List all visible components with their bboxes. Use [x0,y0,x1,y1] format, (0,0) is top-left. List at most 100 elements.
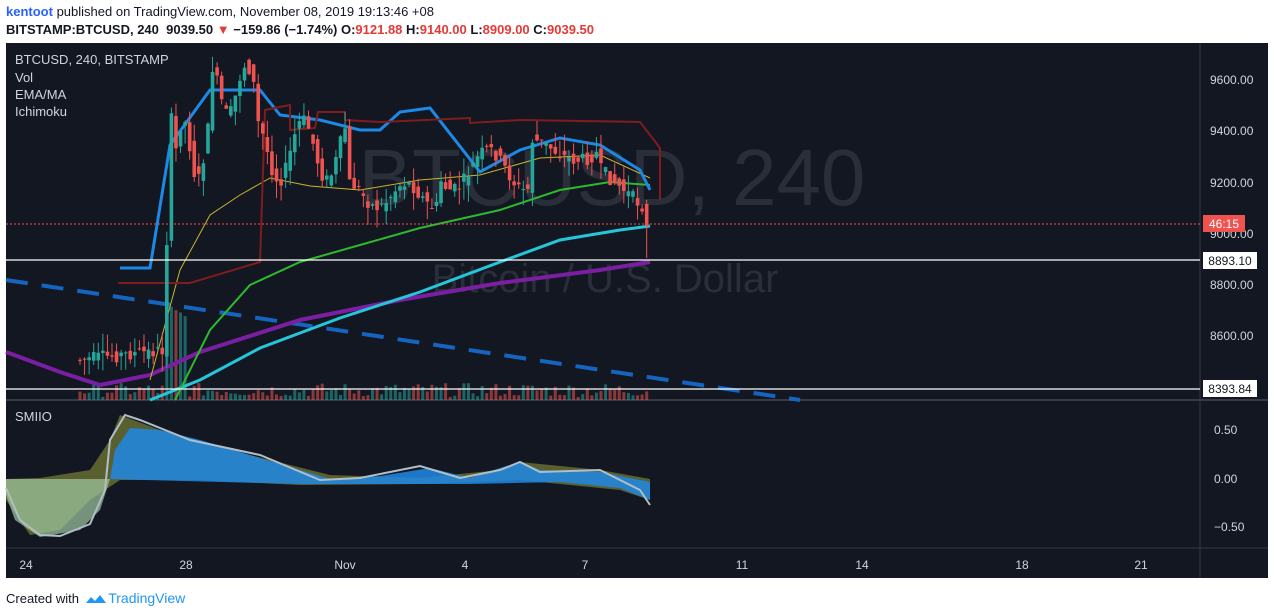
candle-body [356,185,361,188]
open-value: 9121.88 [355,22,403,37]
volume-bar [585,388,589,400]
volume-bar [599,390,603,400]
oscillator-legend[interactable]: SMIIO [15,409,52,424]
volume-bar [462,383,466,400]
candle-body [366,201,370,208]
candle-body [283,162,288,178]
candle-body [622,179,626,191]
candle-body [393,191,398,203]
volume-bar [105,392,109,400]
candle-body [137,348,142,350]
chart-symbol-legend[interactable]: BTCUSD, 240, BITSTAMP [15,52,169,67]
volume-bar [617,386,621,400]
volume-bar [562,395,566,400]
ma-long-line [5,260,651,388]
volume-bar [238,394,242,400]
volume-bar [384,385,388,400]
candle-body [462,173,466,182]
candle-body [329,175,334,186]
osc-tick-label: −0.50 [1214,520,1245,534]
candle-body [247,59,251,75]
volume-bar [471,393,475,400]
candle-body [539,139,544,141]
volume-bar [188,396,192,400]
volume-bar [521,385,525,400]
high-value: 9140.00 [419,22,467,37]
candle-body [110,355,114,357]
candle-body [631,191,635,197]
volume-bar [608,389,612,400]
candle-body [146,349,151,359]
volume-bar [279,396,283,400]
author-username[interactable]: kentoot [6,4,53,19]
volume-bar [485,393,489,400]
time-tick-label: 11 [736,558,749,572]
candle-body [375,200,379,211]
symbol-label: BITSTAMP:BTCUSD, 240 [6,22,159,37]
last-price: 9039.50 [166,22,214,37]
volume-bar [498,395,502,400]
volume-bar [101,396,105,400]
volume-bar [480,385,484,400]
candle-body [151,351,155,357]
candle-body [343,128,347,143]
price-axis-ticks: 9600.009400.009200.009000.008800.008600.… [1210,73,1254,343]
candle-body [251,64,256,82]
volume-bar [594,392,598,400]
legend-indicator-vol[interactable]: Vol [15,70,34,85]
legend-indicator-ema-ma[interactable]: EMA/MA [15,87,67,102]
volume-bar [316,385,320,400]
candle-body [155,347,160,349]
watermark-main: BTCUSD, 240 [359,133,866,222]
candle-body [494,151,498,161]
published-text: published on TradingView.com, November 0… [56,4,434,19]
candle-body [498,148,503,156]
candle-body [119,352,123,357]
chart-canvas[interactable]: BTCUSD, 240 Bitcoin / U.S. Dollar 9600.0… [0,0,1274,580]
volume-bar [256,390,260,400]
volume-bar [553,386,557,400]
candle-body [544,142,548,146]
volume-bar [215,391,219,400]
ichimoku-cloud-edge [118,103,661,284]
legend-indicator-ichimoku[interactable]: Ichimoku [15,104,68,119]
candle-body [388,196,393,199]
candle-body [128,350,133,360]
candle-body [626,191,631,197]
volume-bar [128,394,132,400]
candle-body [548,144,553,149]
candle-body [558,157,562,159]
volume-bar [133,392,137,400]
ema-slow-line [149,224,651,402]
volume-bar [261,392,265,400]
level-lower-text: 8393.84 [1208,382,1252,396]
publish-info: kentoot published on TradingView.com, No… [6,4,434,19]
volume-bar [412,386,416,400]
osc-signal-line [5,413,651,538]
candle-body [516,182,521,185]
candle-body [292,134,297,153]
tradingview-brand[interactable]: TradingView [108,590,186,606]
close-value: 9039.50 [547,22,594,37]
volume-bar [640,394,644,400]
volume-bar [421,386,425,400]
time-axis-ticks: 24 28 Nov 4 7 11 14 18 21 [19,558,1148,572]
price-tick-label: 8600.00 [1210,329,1254,343]
candle-body [265,137,270,152]
candle-series [78,56,649,375]
descending-trendline[interactable] [5,278,801,402]
osc-area-blue [110,428,650,500]
volume-bar [174,310,178,400]
volume-bar [622,392,626,400]
candle-body [270,151,274,176]
volume-bar [631,395,635,400]
volume-bar [581,394,585,400]
volume-bar [448,396,452,400]
candle-body [398,186,402,191]
volume-bar [270,387,274,400]
close-label: C: [533,22,547,37]
volume-bar [329,389,333,400]
candle-body [201,163,206,181]
candle-body [165,245,169,357]
candle-body [411,182,416,194]
